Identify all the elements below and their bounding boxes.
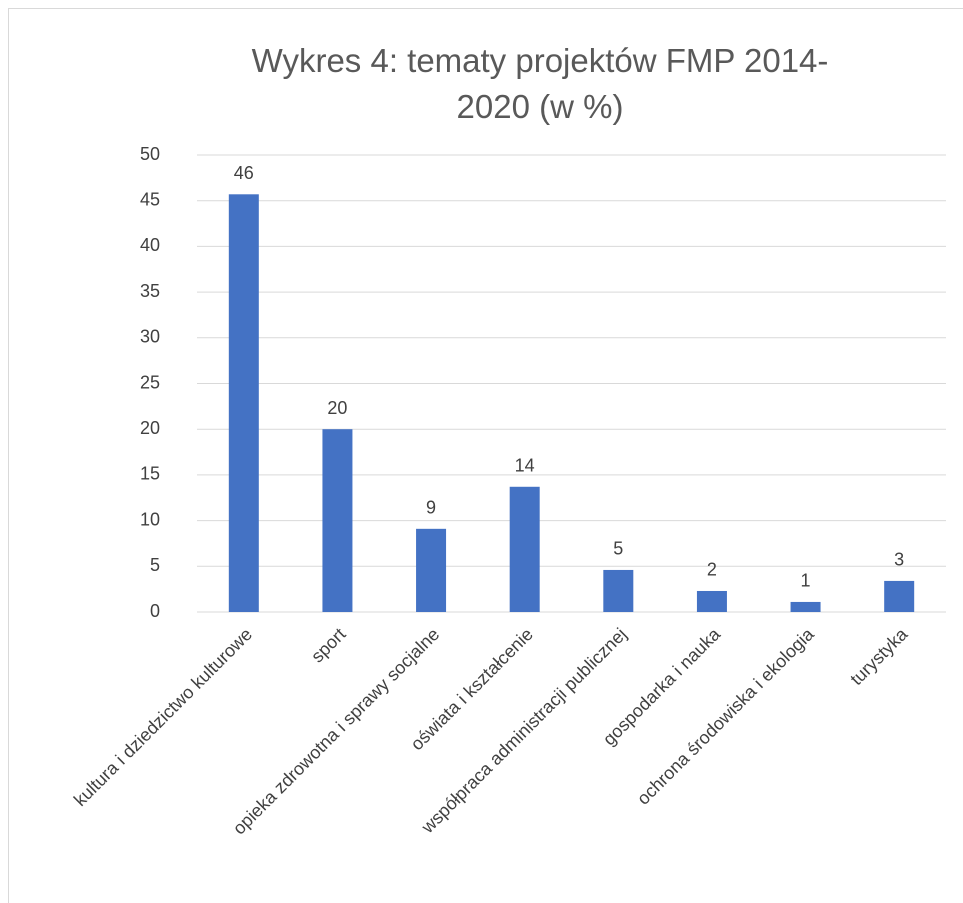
y-tick-label: 10 [140, 509, 160, 529]
bar [416, 528, 447, 612]
data-label: 14 [515, 456, 535, 476]
data-label: 2 [707, 560, 717, 580]
y-tick-label: 15 [140, 464, 160, 484]
x-tick-label: turystyka [846, 623, 912, 689]
chart-border [8, 8, 963, 903]
y-tick-label: 40 [140, 235, 160, 255]
data-label: 20 [327, 398, 347, 418]
bar [884, 580, 915, 612]
y-tick-label: 30 [140, 327, 160, 347]
y-tick-label: 25 [140, 372, 160, 392]
y-tick-label: 0 [150, 601, 160, 621]
x-tick-label: ochrona środowiska i ekologia [633, 623, 818, 808]
y-tick-label: 20 [140, 418, 160, 438]
data-label: 5 [613, 539, 623, 559]
bar [228, 194, 259, 612]
x-tick-label: kultura i dziedzictwo kulturowe [70, 624, 256, 810]
y-tick-label: 45 [140, 189, 160, 209]
x-tick-label: opieka zdrowotna i sprawy socjalne [229, 624, 443, 838]
bar [696, 590, 727, 612]
y-tick-label: 50 [140, 144, 160, 164]
x-tick-label: sport [307, 624, 349, 666]
y-tick-label: 35 [140, 281, 160, 301]
data-label: 1 [801, 571, 811, 591]
bar [603, 569, 634, 612]
data-label: 46 [234, 163, 254, 183]
x-tick-label: współpraca administracji publicznej [417, 624, 631, 838]
data-label: 9 [426, 498, 436, 518]
chart-title: Wykres 4: tematy projektów FMP 2014-2020… [251, 42, 829, 125]
bar [790, 601, 821, 612]
bar [509, 486, 540, 612]
bar [322, 429, 353, 612]
data-label: 3 [894, 550, 904, 570]
y-tick-label: 5 [150, 555, 160, 575]
